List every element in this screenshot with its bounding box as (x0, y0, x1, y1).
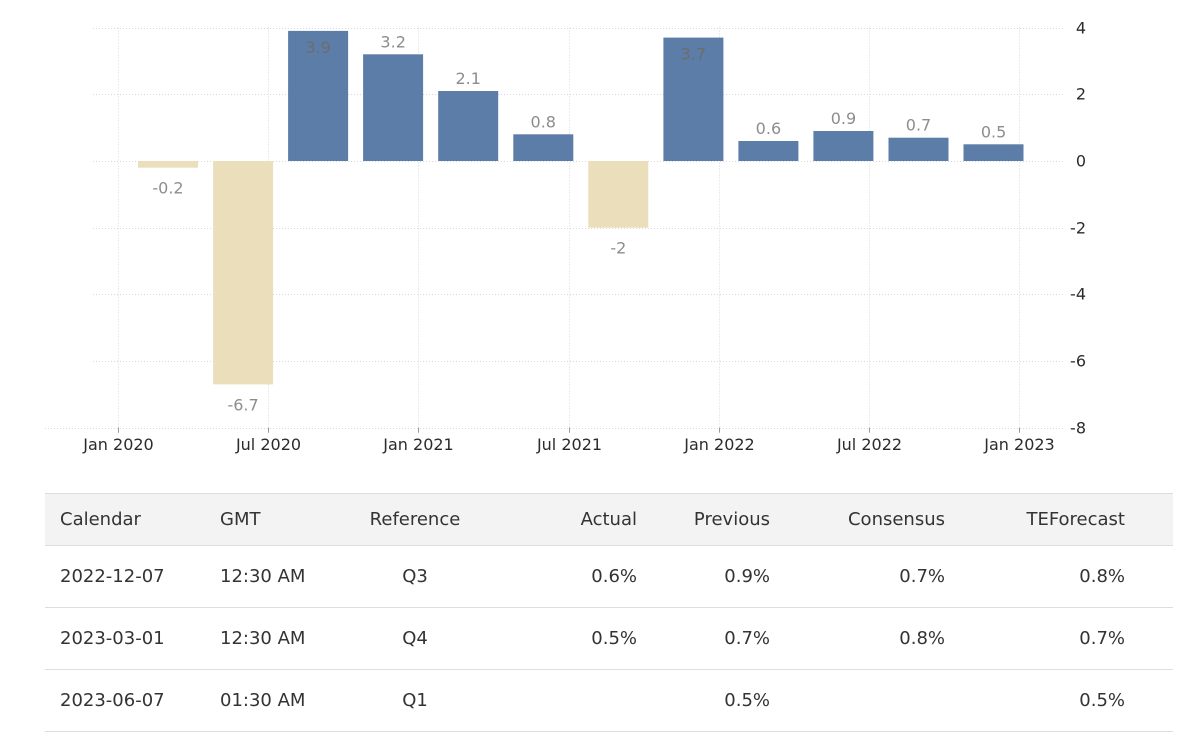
table-row[interactable]: 2023-03-01 12:30 AM Q4 0.5% 0.7% 0.8% 0.7% (45, 607, 1173, 670)
column-header-calendar: Calendar (45, 493, 205, 546)
x-axis-label: Jan 2021 (382, 435, 453, 454)
bar-value-label: 0.6 (756, 119, 781, 138)
x-axis-label: Jan 2022 (683, 435, 754, 454)
cell-actual: 0.5% (480, 607, 645, 670)
table-row[interactable]: 2022-12-07 12:30 AM Q3 0.6% 0.9% 0.7% 0.8% (45, 545, 1173, 608)
cell-gmt: 01:30 AM (205, 669, 350, 732)
y-axis-label: -2 (1070, 219, 1086, 238)
cell-actual (480, 669, 645, 732)
bar-value-label: 3.9 (305, 38, 330, 57)
column-header-teforecast: TEForecast (953, 493, 1173, 546)
table-row[interactable]: 2023-06-07 01:30 AM Q1 0.5% 0.5% (45, 669, 1173, 732)
column-header-actual: Actual (480, 493, 645, 546)
bar-q2-2021 (513, 134, 574, 161)
bar-q3-2020 (288, 30, 349, 162)
bar-value-label: 3.2 (380, 32, 405, 51)
x-axis-label: Jul 2021 (536, 435, 602, 454)
y-axis-label: -4 (1070, 285, 1086, 304)
cell-teforecast: 0.5% (953, 669, 1173, 732)
bar-q4-2020 (363, 54, 424, 161)
column-header-previous: Previous (645, 493, 778, 546)
calendar-table-header: Calendar GMT Reference Actual Previous Consen… (45, 493, 1173, 546)
cell-previous: 0.5% (645, 669, 778, 732)
cell-calendar: 2022-12-07 (45, 545, 205, 608)
cell-consensus: 0.8% (778, 607, 953, 670)
bar-value-label: -6.7 (227, 395, 258, 414)
gdp-growth-bar-chart: 4 2 0 -2 -4 -6 -8 Jan 2020 Jul 2020 Jan 2021 Jul 2… (45, 19, 1086, 454)
column-header-consensus: Consensus (778, 493, 953, 546)
x-axis-label: Jul 2022 (836, 435, 902, 454)
cell-consensus: 0.7% (778, 545, 953, 608)
bar-value-label: 0.7 (906, 116, 931, 135)
bar-value-label: 0.9 (831, 109, 856, 128)
bar-q1-2022 (738, 141, 799, 161)
bar-chart: 4 2 0 -2 -4 -6 -8 Jan 2020 Jul 2020 Jan 2021 Jul 2… (45, 19, 1086, 454)
calendar-table: Calendar GMT Reference Actual Previous Consen… (45, 493, 1173, 732)
bar-value-label: 0.8 (531, 112, 556, 131)
y-axis-label: 2 (1076, 85, 1086, 104)
cell-gmt: 12:30 AM (205, 607, 350, 670)
bar-q1-2020 (138, 161, 198, 168)
bar-value-label: 0.5 (981, 122, 1006, 141)
cell-actual: 0.6% (480, 545, 645, 608)
cell-calendar: 2023-06-07 (45, 669, 205, 732)
bar-q3-2022 (888, 137, 949, 161)
cell-teforecast: 0.7% (953, 607, 1173, 670)
bar-value-label: 2.1 (455, 69, 480, 88)
y-axis-label: 4 (1076, 19, 1086, 38)
column-header-reference: Reference (350, 493, 480, 546)
x-axis-label: Jan 2023 (983, 435, 1054, 454)
bar-q4-2021 (663, 37, 724, 161)
bar-q2-2020 (213, 161, 274, 385)
bar-value-label: -2 (610, 239, 626, 258)
cell-reference: Q3 (350, 545, 480, 608)
cell-previous: 0.7% (645, 607, 778, 670)
cell-calendar: 2023-03-01 (45, 607, 205, 670)
bar-value-label: -0.2 (152, 179, 183, 198)
cell-reference: Q4 (350, 607, 480, 670)
calendar-table-body: 2022-12-07 12:30 AM Q3 0.6% 0.9% 0.7% 0.8% 2023… (45, 545, 1173, 732)
y-axis-label: 0 (1076, 152, 1086, 171)
cell-gmt: 12:30 AM (205, 545, 350, 608)
y-axis-label: -8 (1070, 419, 1086, 438)
cell-reference: Q1 (350, 669, 480, 732)
y-axis-label: -6 (1070, 352, 1086, 371)
bar-q4-2022 (963, 144, 1024, 161)
cell-previous: 0.9% (645, 545, 778, 608)
bar-value-label: 3.7 (681, 45, 706, 64)
cell-teforecast: 0.8% (953, 545, 1173, 608)
cell-consensus (778, 669, 953, 732)
x-axis-label: Jul 2020 (235, 435, 301, 454)
column-header-gmt: GMT (205, 493, 350, 546)
bar-q1-2021 (438, 91, 499, 161)
bar-q2-2022 (813, 131, 874, 161)
x-axis-label: Jan 2020 (82, 435, 153, 454)
bar-q3-2021 (588, 161, 649, 228)
